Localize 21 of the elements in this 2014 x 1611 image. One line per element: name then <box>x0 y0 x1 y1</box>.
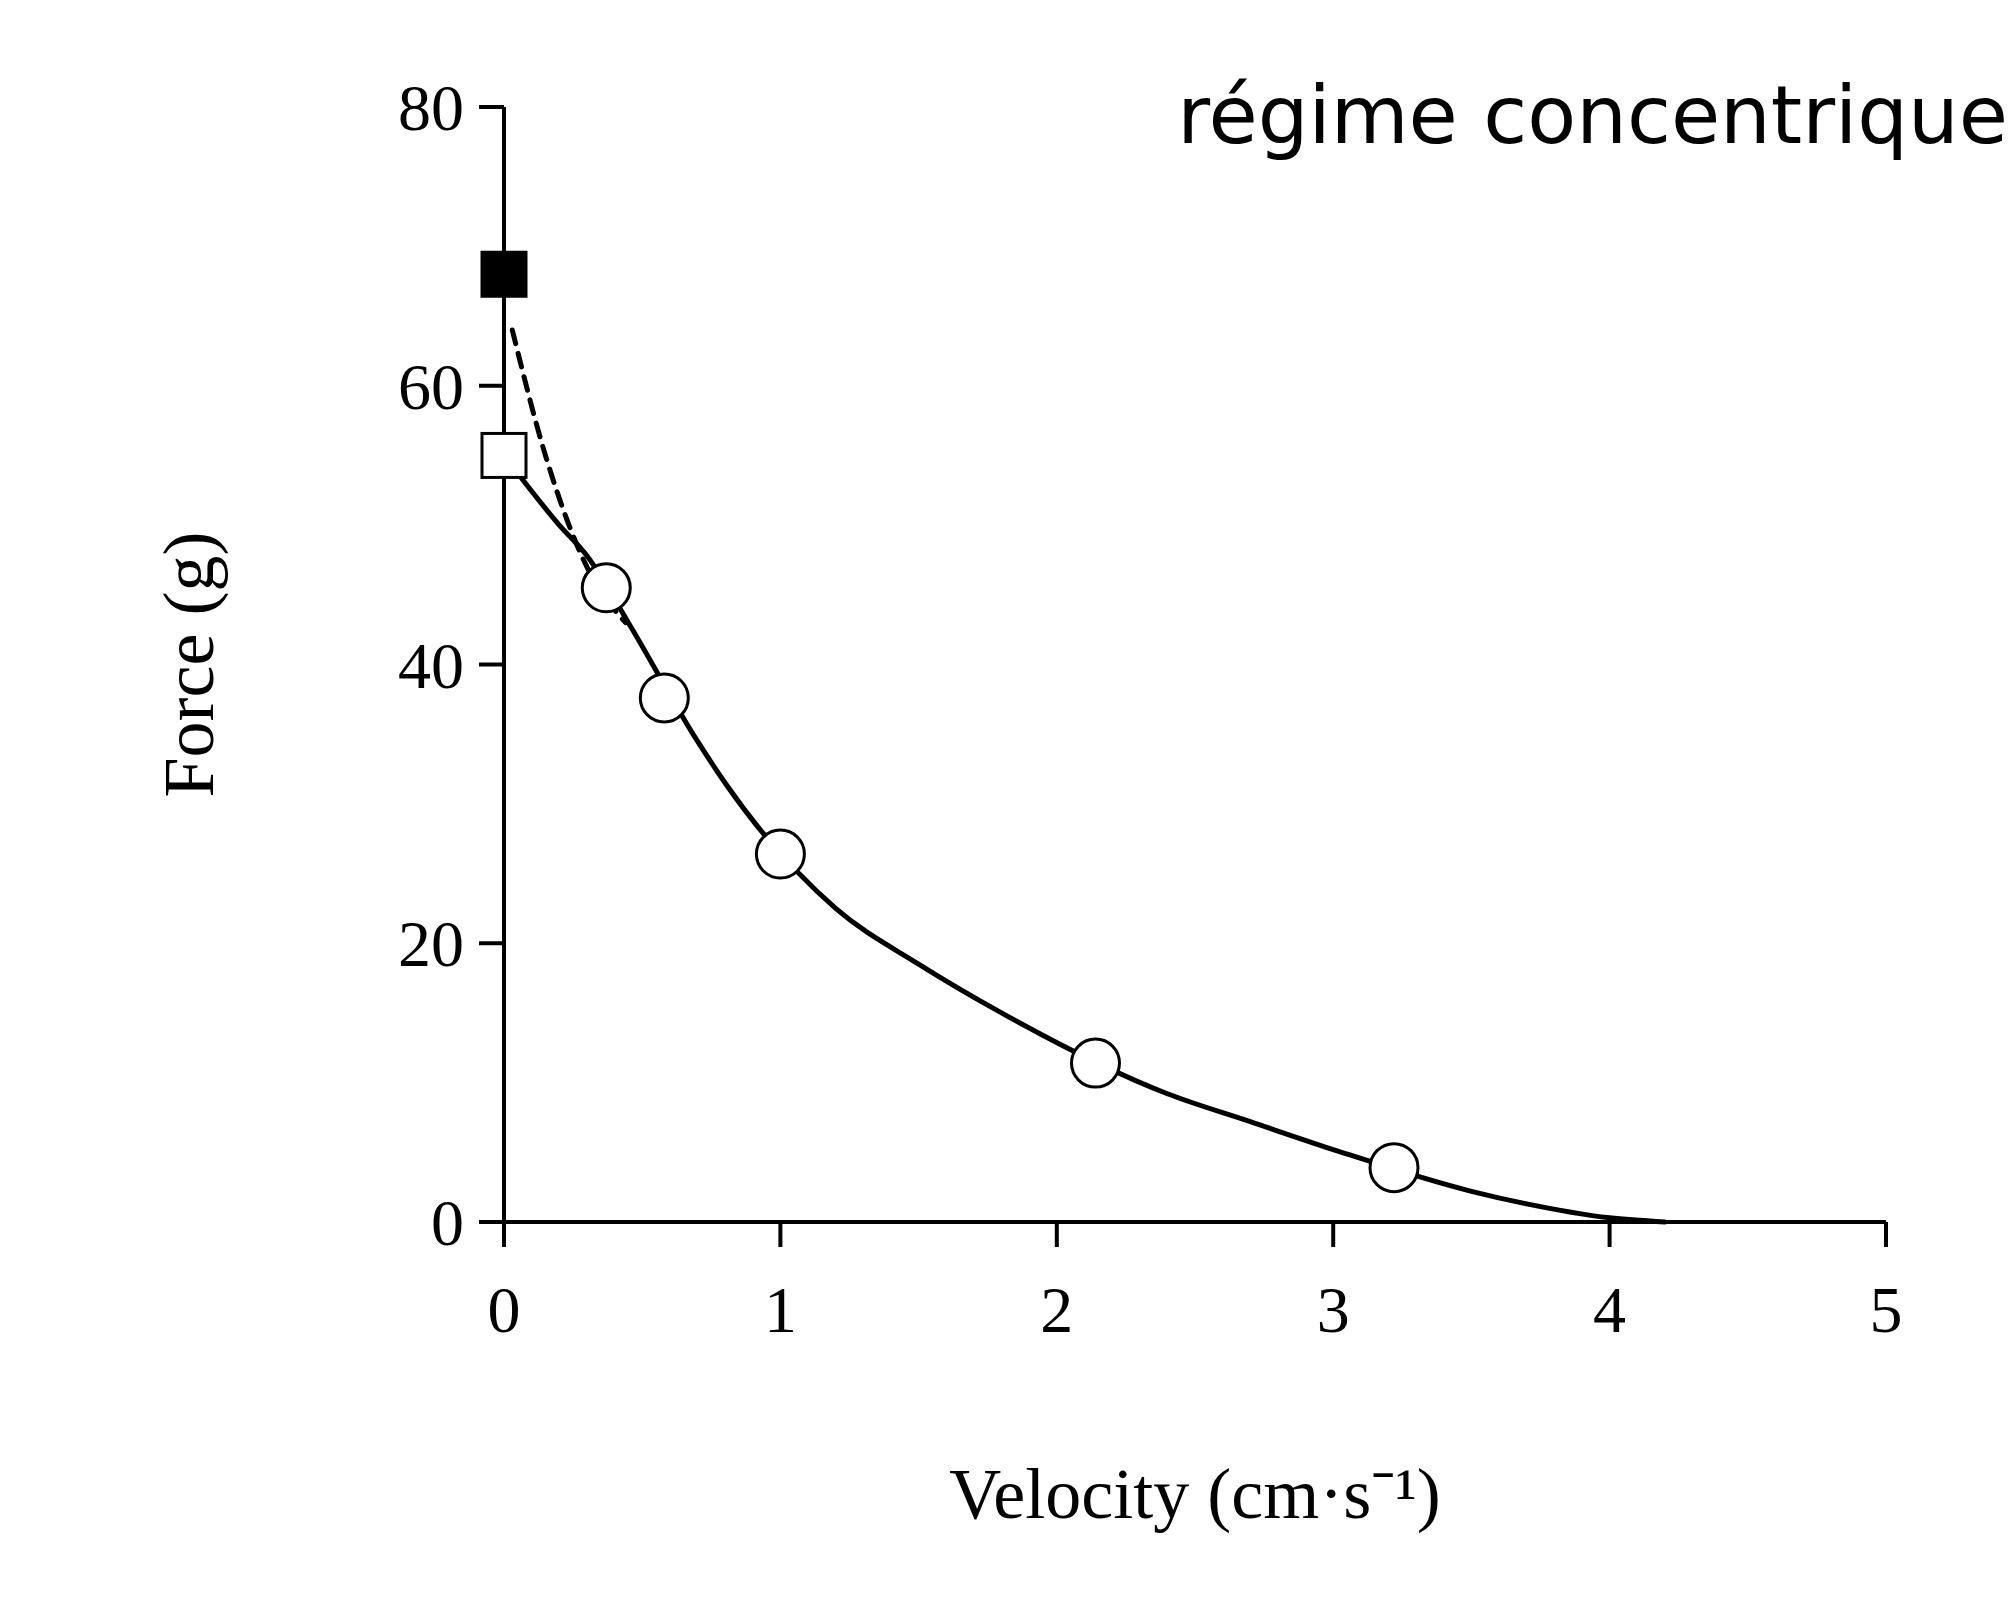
point <box>638 672 690 724</box>
y-tick-label: 0 <box>431 1186 464 1260</box>
y-tick-label: 40 <box>398 628 464 702</box>
point <box>480 431 528 479</box>
y-tick-label: 80 <box>398 71 464 145</box>
x-tick-label: 1 <box>763 1273 797 1346</box>
x-tick-label: 0 <box>487 1273 521 1346</box>
y-axis-title: Force (g) <box>149 531 229 798</box>
point <box>754 828 806 880</box>
x-tick-label: 5 <box>1869 1273 1903 1346</box>
chart-title: régime concentrique <box>1177 69 2008 162</box>
point <box>580 562 632 614</box>
point <box>480 250 528 298</box>
y-tick-label: 60 <box>398 349 464 423</box>
x-tick-label: 3 <box>1316 1273 1350 1346</box>
point <box>1070 1037 1121 1089</box>
y-tick-label: 20 <box>398 907 464 981</box>
x-axis-title: Velocity (cm·s⁻¹) <box>949 1454 1441 1534</box>
x-tick-label: 4 <box>1593 1273 1627 1346</box>
point <box>1368 1142 1420 1194</box>
x-tick-label: 2 <box>1040 1273 1074 1346</box>
